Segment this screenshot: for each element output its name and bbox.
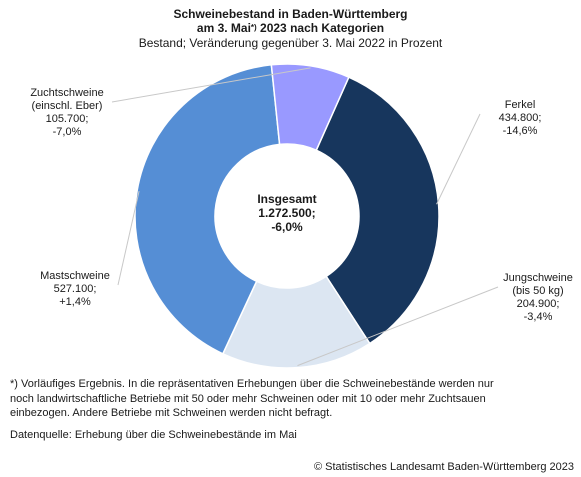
leader-line xyxy=(436,113,481,205)
footnote-line: einbezogen. Andere Betriebe mit Schweine… xyxy=(10,407,333,419)
data-source: Datenquelle: Erhebung über die Schweineb… xyxy=(10,429,297,441)
footnote-line: noch landwirtschaftliche Betriebe mit 50… xyxy=(10,392,486,405)
leader-line xyxy=(117,191,140,286)
slice-label: Ferkel 434.800; -14,6% xyxy=(499,99,542,137)
title-suffix: 2023 nach Kategorien xyxy=(256,21,385,35)
slice-label: Jungschweine (bis 50 kg) 204.900; -3,4% xyxy=(503,272,573,323)
donut-slice xyxy=(270,63,350,152)
leader-line xyxy=(111,67,311,103)
total-label: Insgesamt 1.272.500; -6,0% xyxy=(257,192,316,234)
donut-slice xyxy=(315,76,440,345)
donut-slice xyxy=(134,63,281,355)
title-date: am 3. Mai xyxy=(196,21,251,35)
footnote: *) Vorläufiges Ergebnis. In die repräsen… xyxy=(10,377,570,421)
leader-line xyxy=(297,286,499,367)
slice-label: Mastschweine 527.100; +1,4% xyxy=(40,270,110,308)
chart-subtitle: Bestand; Veränderung gegenüber 3. Mai 20… xyxy=(138,36,443,50)
footnote-marker: *) xyxy=(250,23,257,32)
slice-label: Zuchtschweine (einschl. Eber) 105.700; -7,0… xyxy=(30,87,103,138)
copyright: © Statistisches Landesamt Baden-Württemb… xyxy=(313,461,574,473)
chart-title-line1: Schweinebestand in Baden-Württemberg xyxy=(173,7,408,21)
footnote-line: *) Vorläufiges Ergebnis. In die repräsen… xyxy=(10,378,494,390)
chart-title-line2: am 3. Mai*) 2023 nach Kategorien xyxy=(0,22,581,35)
